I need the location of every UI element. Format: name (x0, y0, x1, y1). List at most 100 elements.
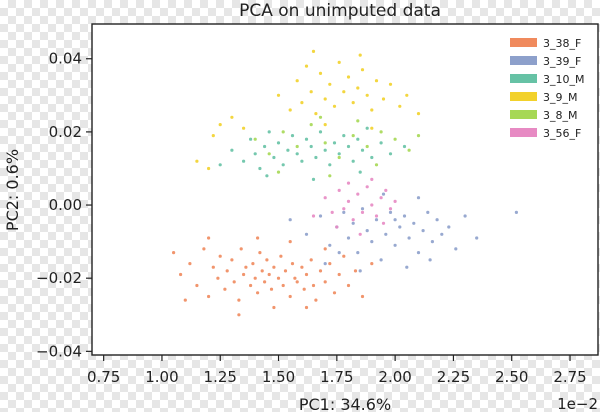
point-3_10_M-0 (230, 148, 234, 152)
point-3_9_M-2 (295, 79, 299, 83)
point-3_38_F-43 (323, 280, 327, 284)
point-3_9_M-21 (388, 82, 393, 86)
point-3_8_M-7 (351, 134, 355, 138)
point-3_38_F-48 (346, 283, 351, 288)
point-3_39_F-2 (318, 214, 323, 218)
point-3_9_M-17 (365, 93, 369, 97)
x-tick-label: 2.50 (495, 368, 528, 386)
point-3_56_F-19 (370, 177, 374, 181)
point-3_10_M-34 (311, 177, 316, 181)
point-3_39_F-14 (384, 232, 388, 236)
point-3_9_M-1 (288, 108, 292, 112)
point-3_39_F-15 (388, 210, 393, 214)
point-3_10_M-18 (323, 148, 327, 152)
point-3_39_F-8 (356, 251, 360, 255)
point-3_56_F-12 (384, 188, 388, 192)
point-3_39_F-1 (304, 232, 309, 236)
point-3_56_F-11 (379, 196, 383, 200)
point-3_39_F-35 (416, 196, 421, 200)
point-3_8_M-17 (416, 134, 421, 138)
point-3_10_M-17 (318, 130, 323, 134)
y-tick-label: −0.04 (36, 342, 82, 360)
point-3_38_F-8 (218, 254, 222, 258)
point-3_38_F-9 (223, 287, 227, 291)
point-3_38_F-44 (328, 262, 332, 266)
legend-label-3_56_F: 3_56_F (543, 127, 581, 140)
point-3_8_M-10 (393, 137, 397, 141)
chart-title: PCA on unimputed data (239, 1, 441, 21)
x-tick-label: 0.75 (87, 368, 120, 386)
point-3_38_F-26 (269, 287, 274, 291)
point-3_10_M-29 (379, 141, 383, 145)
point-3_38_F-12 (232, 280, 236, 284)
x-tick-label: 1.75 (320, 368, 353, 386)
point-3_10_M-33 (265, 174, 269, 178)
point-3_38_F-57 (288, 240, 292, 244)
point-3_9_M-15 (356, 86, 360, 90)
point-3_38_F-27 (272, 265, 276, 269)
y-tick-label: 0.02 (49, 123, 82, 141)
point-3_39_F-31 (323, 262, 327, 266)
point-3_38_F-42 (318, 269, 323, 273)
point-3_9_M-7 (318, 71, 323, 75)
point-3_38_F-19 (253, 276, 257, 280)
point-3_9_M-25 (207, 166, 211, 171)
point-3_38_F-3 (195, 283, 199, 288)
point-3_38_F-0 (172, 251, 176, 255)
point-3_10_M-3 (253, 152, 257, 156)
point-3_9_M-34 (416, 112, 421, 116)
point-3_9_M-22 (398, 104, 402, 108)
x-tick-label: 1.00 (145, 368, 178, 386)
point-3_38_F-25 (267, 272, 271, 277)
point-3_9_M-31 (358, 53, 362, 57)
point-3_56_F-6 (356, 192, 360, 196)
point-3_39_F-12 (374, 218, 379, 222)
point-3_39_F-29 (463, 214, 467, 218)
y-axis-title: PC2: 0.6% (3, 149, 22, 231)
x-tick-label: 2.75 (553, 368, 586, 386)
point-3_38_F-17 (249, 283, 253, 288)
point-3_38_F-36 (300, 265, 304, 269)
point-3_10_M-19 (328, 163, 332, 167)
point-3_56_F-5 (351, 218, 355, 222)
point-3_38_F-23 (263, 280, 267, 284)
point-3_38_F-2 (188, 262, 192, 266)
point-3_8_M-12 (276, 170, 281, 174)
data-points (172, 49, 519, 317)
point-3_10_M-10 (286, 148, 290, 152)
point-3_9_M-20 (381, 97, 386, 101)
point-3_38_F-49 (353, 269, 358, 273)
y-axis-ticks: −0.04 −0.02 0.00 0.02 0.04 (36, 50, 92, 360)
legend-swatch-3_8_M (510, 110, 537, 119)
point-3_8_M-5 (323, 141, 327, 145)
point-3_8_M-1 (267, 152, 271, 156)
point-3_39_F-3 (328, 243, 332, 247)
point-3_9_M-26 (218, 123, 222, 127)
point-3_38_F-11 (230, 258, 234, 262)
point-3_10_M-13 (300, 159, 304, 163)
point-3_39_F-21 (416, 251, 421, 255)
point-3_8_M-6 (337, 155, 341, 160)
point-3_9_M-24 (195, 159, 199, 163)
point-3_38_F-51 (370, 262, 374, 266)
point-3_9_M-9 (328, 82, 332, 86)
point-3_38_F-30 (281, 283, 285, 288)
point-3_9_M-27 (230, 115, 234, 119)
legend-label-3_39_F: 3_39_F (543, 55, 581, 68)
legend: 3_38_F 3_39_F 3_10_M 3_9_M 3_8_M 3_56_F (510, 37, 585, 140)
point-3_38_F-31 (283, 269, 288, 273)
point-3_56_F-0 (323, 196, 327, 200)
point-3_10_M-26 (360, 148, 365, 152)
point-3_39_F-18 (402, 214, 407, 218)
point-3_10_M-9 (281, 163, 285, 167)
y-tick-label: 0.00 (49, 196, 82, 214)
point-3_39_F-10 (365, 229, 369, 233)
legend-label-3_8_M: 3_8_M (543, 109, 578, 122)
point-3_39_F-36 (337, 251, 341, 255)
point-3_8_M-9 (379, 130, 383, 134)
point-3_56_F-20 (311, 214, 316, 218)
legend-label-3_10_M: 3_10_M (543, 73, 585, 86)
point-3_10_M-22 (342, 134, 346, 138)
point-3_38_F-33 (290, 262, 295, 266)
